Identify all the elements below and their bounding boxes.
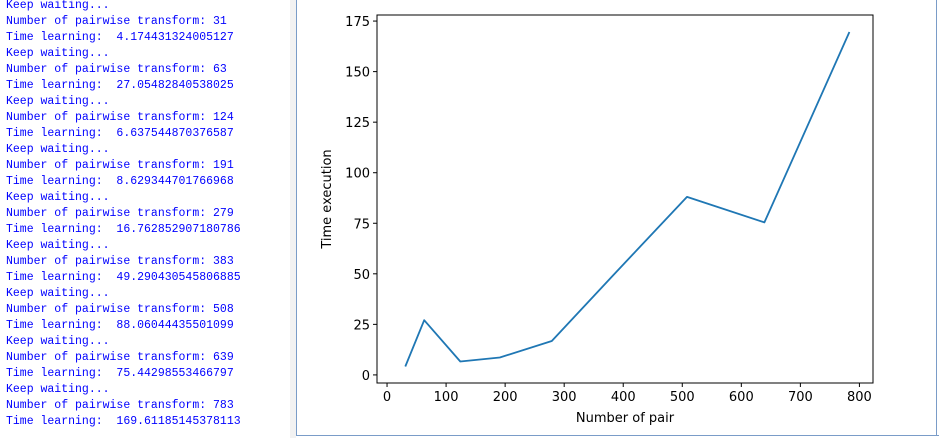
console-line: Number of pairwise transform: 508 [6, 303, 234, 316]
console-line: Number of pairwise transform: 124 [6, 111, 234, 124]
x-tick-label: 200 [493, 390, 518, 405]
y-tick-label: 150 [345, 66, 370, 81]
console-line: Number of pairwise transform: 63 [6, 63, 227, 76]
console-output: Keep waiting... Number of pairwise transf… [0, 0, 290, 438]
x-tick-label: 500 [670, 390, 695, 405]
x-tick-label: 700 [788, 390, 813, 405]
y-tick-label: 0 [362, 369, 370, 384]
x-tick-label: 300 [552, 390, 577, 405]
y-tick-label: 175 [345, 15, 370, 30]
console-line: Number of pairwise transform: 383 [6, 255, 234, 268]
console-line: Keep waiting... [6, 143, 110, 156]
console-line: Time learning: 88.06044435501099 [6, 319, 234, 332]
y-tick-label: 75 [353, 217, 370, 232]
console-line: Keep waiting... [6, 383, 110, 396]
x-tick-label: 400 [611, 390, 636, 405]
panel-border-bottom [296, 435, 939, 436]
panel-border-left [296, 0, 297, 436]
console-line: Number of pairwise transform: 279 [6, 207, 234, 220]
console-line: Time learning: 27.05482840538025 [6, 79, 234, 92]
console-line: Time learning: 16.762852907180786 [6, 223, 241, 236]
series-line [404, 31, 851, 367]
y-axis-label: Time execution [320, 149, 335, 249]
y-tick-label: 50 [353, 268, 370, 283]
console-line: Keep waiting... [6, 0, 110, 12]
console-line: Number of pairwise transform: 191 [6, 159, 234, 172]
console-line: Keep waiting... [6, 287, 110, 300]
plot-frame [376, 14, 874, 384]
console-line: Number of pairwise transform: 31 [6, 15, 227, 28]
console-line: Keep waiting... [6, 335, 110, 348]
console-line: Time learning: 169.61185145378113 [6, 415, 241, 428]
y-tick-label: 125 [345, 116, 370, 131]
line-chart: 0 100 200 300 400 500 600 700 800 0 25 50 75 100 125 15… [320, 14, 874, 426]
console-line: Keep waiting... [6, 95, 110, 108]
console-line: Keep waiting... [6, 191, 110, 204]
panel-border-right [936, 0, 937, 436]
console-line: Time learning: 8.629344701766968 [6, 175, 234, 188]
x-axis-label: Number of pair [576, 411, 675, 426]
x-tick-label: 800 [847, 390, 872, 405]
x-tick-label: 0 [383, 390, 391, 405]
y-tick-label: 100 [345, 167, 370, 182]
console-line: Keep waiting... [6, 47, 110, 60]
console-line: Keep waiting... [6, 239, 110, 252]
x-tick-label: 600 [729, 390, 754, 405]
console-line: Time learning: 4.174431324005127 [6, 31, 234, 44]
plot-panel: 0 100 200 300 400 500 600 700 800 0 25 50 75 100 125 15… [297, 0, 939, 436]
console-line: Time learning: 6.637544870376587 [6, 127, 234, 140]
console-line: Time learning: 75.44298553466797 [6, 367, 234, 380]
console-line: Number of pairwise transform: 783 [6, 399, 234, 412]
x-tick-label: 100 [434, 390, 459, 405]
console-line: Time learning: 49.290430545806885 [6, 271, 241, 284]
panel-divider[interactable] [290, 0, 296, 438]
y-tick-label: 25 [353, 318, 370, 333]
console-line: Number of pairwise transform: 639 [6, 351, 234, 364]
